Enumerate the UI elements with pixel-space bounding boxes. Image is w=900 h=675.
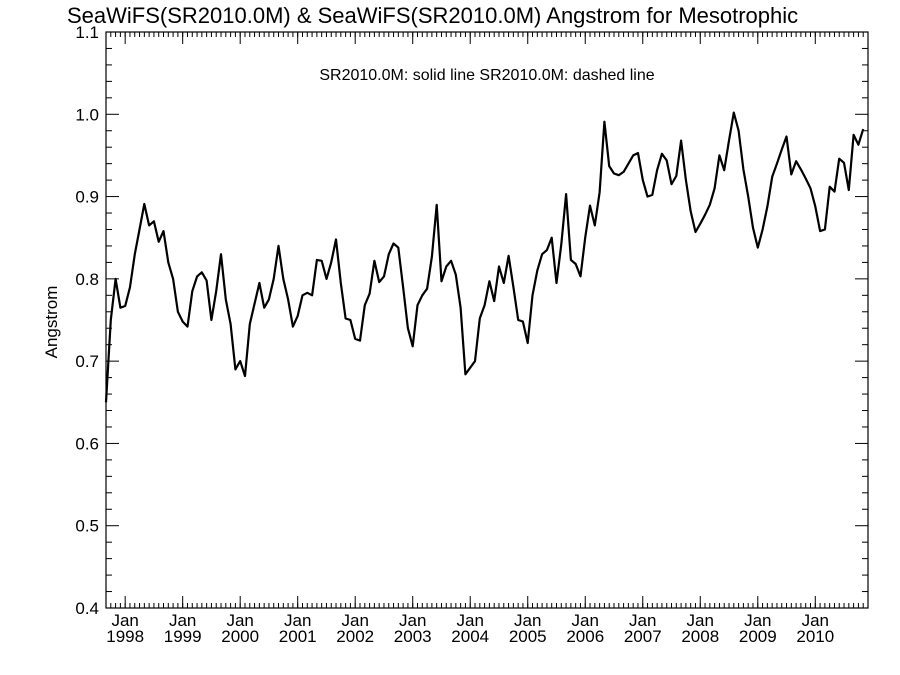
legend-annotation: SR2010.0M: solid line SR2010.0M: dashed … <box>319 67 654 84</box>
x-tick-year-label: 2000 <box>221 627 259 646</box>
x-tick-month-label: Jan <box>111 611 138 630</box>
x-tick-year-label: 2007 <box>624 627 662 646</box>
y-tick-label: 0.7 <box>75 352 99 371</box>
x-tick-month-label: Jan <box>341 611 368 630</box>
y-tick-label: 0.4 <box>75 599 99 618</box>
y-tick-label: 0.6 <box>75 434 99 453</box>
plot-frame <box>105 31 869 609</box>
x-tick-month-label: Jan <box>687 611 714 630</box>
x-tick-year-label: 2002 <box>336 627 374 646</box>
x-tick-month-label: Jan <box>802 611 829 630</box>
x-tick-year-label: 1999 <box>164 627 202 646</box>
x-tick-month-label: Jan <box>457 611 484 630</box>
x-tick-month-label: Jan <box>629 611 656 630</box>
y-tick-label: 0.9 <box>75 188 99 207</box>
series-line-solid <box>104 111 865 403</box>
y-tick-label: 0.8 <box>75 270 99 289</box>
x-tick-year-label: 2008 <box>681 627 719 646</box>
x-tick-year-label: 2005 <box>509 627 547 646</box>
axes: 0.40.50.60.70.80.91.01.1Jan1998Jan1999Ja… <box>75 23 868 646</box>
y-tick-label: 1.0 <box>75 105 99 124</box>
x-tick-month-label: Jan <box>399 611 426 630</box>
x-tick-year-label: 2001 <box>279 627 317 646</box>
x-tick-month-label: Jan <box>572 611 599 630</box>
x-tick-month-label: Jan <box>744 611 771 630</box>
y-tick-label: 0.5 <box>75 517 99 536</box>
series-group <box>104 111 865 403</box>
x-tick-year-label: 2003 <box>394 627 432 646</box>
x-tick-year-label: 2006 <box>566 627 604 646</box>
x-tick-month-label: Jan <box>226 611 253 630</box>
x-tick-month-label: Jan <box>284 611 311 630</box>
chart-title: SeaWiFS(SR2010.0M) & SeaWiFS(SR2010.0M) … <box>67 3 798 28</box>
y-tick-label: 1.1 <box>75 23 99 42</box>
x-tick-year-label: 2009 <box>739 627 777 646</box>
x-tick-month-label: Jan <box>514 611 541 630</box>
y-axis-label: Angstrom <box>42 286 61 359</box>
x-tick-month-label: Jan <box>169 611 196 630</box>
x-tick-year-label: 2004 <box>451 627 489 646</box>
x-tick-year-label: 2010 <box>796 627 834 646</box>
x-tick-year-label: 1998 <box>106 627 144 646</box>
